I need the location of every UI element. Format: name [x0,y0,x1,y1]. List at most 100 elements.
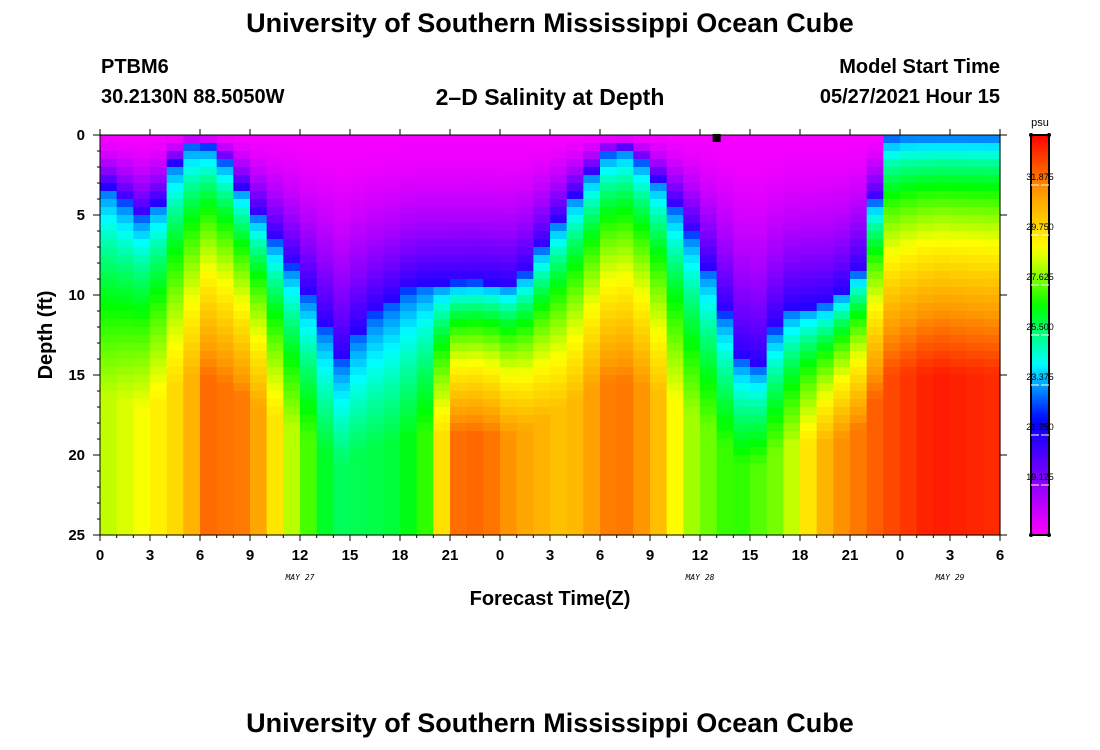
heatmap-cell [683,487,701,496]
heatmap-cell [300,471,318,480]
heatmap-cell [800,279,818,288]
heatmap-cell [883,447,901,456]
heatmap-cell [916,415,934,424]
heatmap-cell [283,319,301,328]
heatmap-cell [466,271,484,280]
heatmap-cell [300,247,318,256]
heatmap-cell [700,487,718,496]
heatmap-cell [633,511,651,520]
heatmap-cell [416,143,434,152]
heatmap-cell [166,263,184,272]
heatmap-cell [483,239,501,248]
heatmap-cell [983,415,1001,424]
heatmap-cell [333,487,351,496]
x-tick-label: 0 [96,547,104,564]
heatmap-cell [583,271,601,280]
heatmap-cell [750,215,768,224]
heatmap-cell [766,231,784,240]
heatmap-cell [650,415,668,424]
heatmap-cell [250,367,268,376]
heatmap-cell [800,327,818,336]
heatmap-cell [100,407,118,416]
heatmap-cell [250,231,268,240]
heatmap-cell [700,295,718,304]
heatmap-cell [566,431,584,440]
heatmap-cell [683,471,701,480]
heatmap-cell [966,383,984,392]
heatmap-cell [883,359,901,368]
heatmap-cell [733,183,751,192]
heatmap-cell [483,263,501,272]
heatmap-cell [466,391,484,400]
heatmap-cell [716,439,734,448]
heatmap-cell [633,375,651,384]
heatmap-cell [433,183,451,192]
heatmap-cell [500,391,518,400]
heatmap-cell [516,231,534,240]
heatmap-cell [683,151,701,160]
heatmap-cell [133,191,151,200]
heatmap-cell [100,239,118,248]
heatmap-cell [750,439,768,448]
heatmap-cell [666,223,684,232]
heatmap-cell [916,495,934,504]
heatmap-cell [950,431,968,440]
heatmap-cell [633,239,651,248]
heatmap-cell [916,215,934,224]
heatmap-cell [166,351,184,360]
heatmap-cell [433,319,451,328]
heatmap-cell [400,423,418,432]
heatmap-cell [183,151,201,160]
heatmap-cell [533,143,551,152]
heatmap-cell [833,511,851,520]
heatmap-cell [350,471,368,480]
heatmap-cell [600,359,618,368]
heatmap-cell [100,207,118,216]
heatmap-cell [166,183,184,192]
heatmap-cell [183,415,201,424]
heatmap-cell [633,167,651,176]
heatmap-cell [266,295,284,304]
heatmap-cell [483,375,501,384]
heatmap-cell [300,279,318,288]
heatmap-cell [866,527,884,536]
heatmap-cell [583,471,601,480]
heatmap-cell [633,223,651,232]
heatmap-cell [283,151,301,160]
heatmap-cell [300,159,318,168]
heatmap-cell [700,215,718,224]
heatmap-cell [600,431,618,440]
heatmap-cell [350,335,368,344]
heatmap-cell [483,511,501,520]
heatmap-cell [883,159,901,168]
heatmap-cell [100,511,118,520]
heatmap-cell [600,335,618,344]
heatmap-cell [683,255,701,264]
heatmap-cell [166,135,184,144]
heatmap-cell [450,175,468,184]
heatmap-cell [533,351,551,360]
heatmap-cell [733,503,751,512]
heatmap-cell [700,415,718,424]
heatmap-cell [616,463,634,472]
heatmap-cell [583,487,601,496]
heatmap-cell [250,407,268,416]
heatmap-cell [133,431,151,440]
heatmap-cell [300,271,318,280]
heatmap-cell [850,303,868,312]
heatmap-cell [466,263,484,272]
heatmap-cell [250,423,268,432]
heatmap-cell [733,479,751,488]
heatmap-cell [433,343,451,352]
heatmap-cell [766,503,784,512]
heatmap-cell [166,151,184,160]
heatmap-cell [816,335,834,344]
heatmap-cell [883,463,901,472]
heatmap-cell [583,175,601,184]
heatmap-cell [100,151,118,160]
heatmap-cell [333,143,351,152]
heatmap-cell [133,135,151,144]
heatmap-cell [650,239,668,248]
heatmap-cell [316,415,334,424]
